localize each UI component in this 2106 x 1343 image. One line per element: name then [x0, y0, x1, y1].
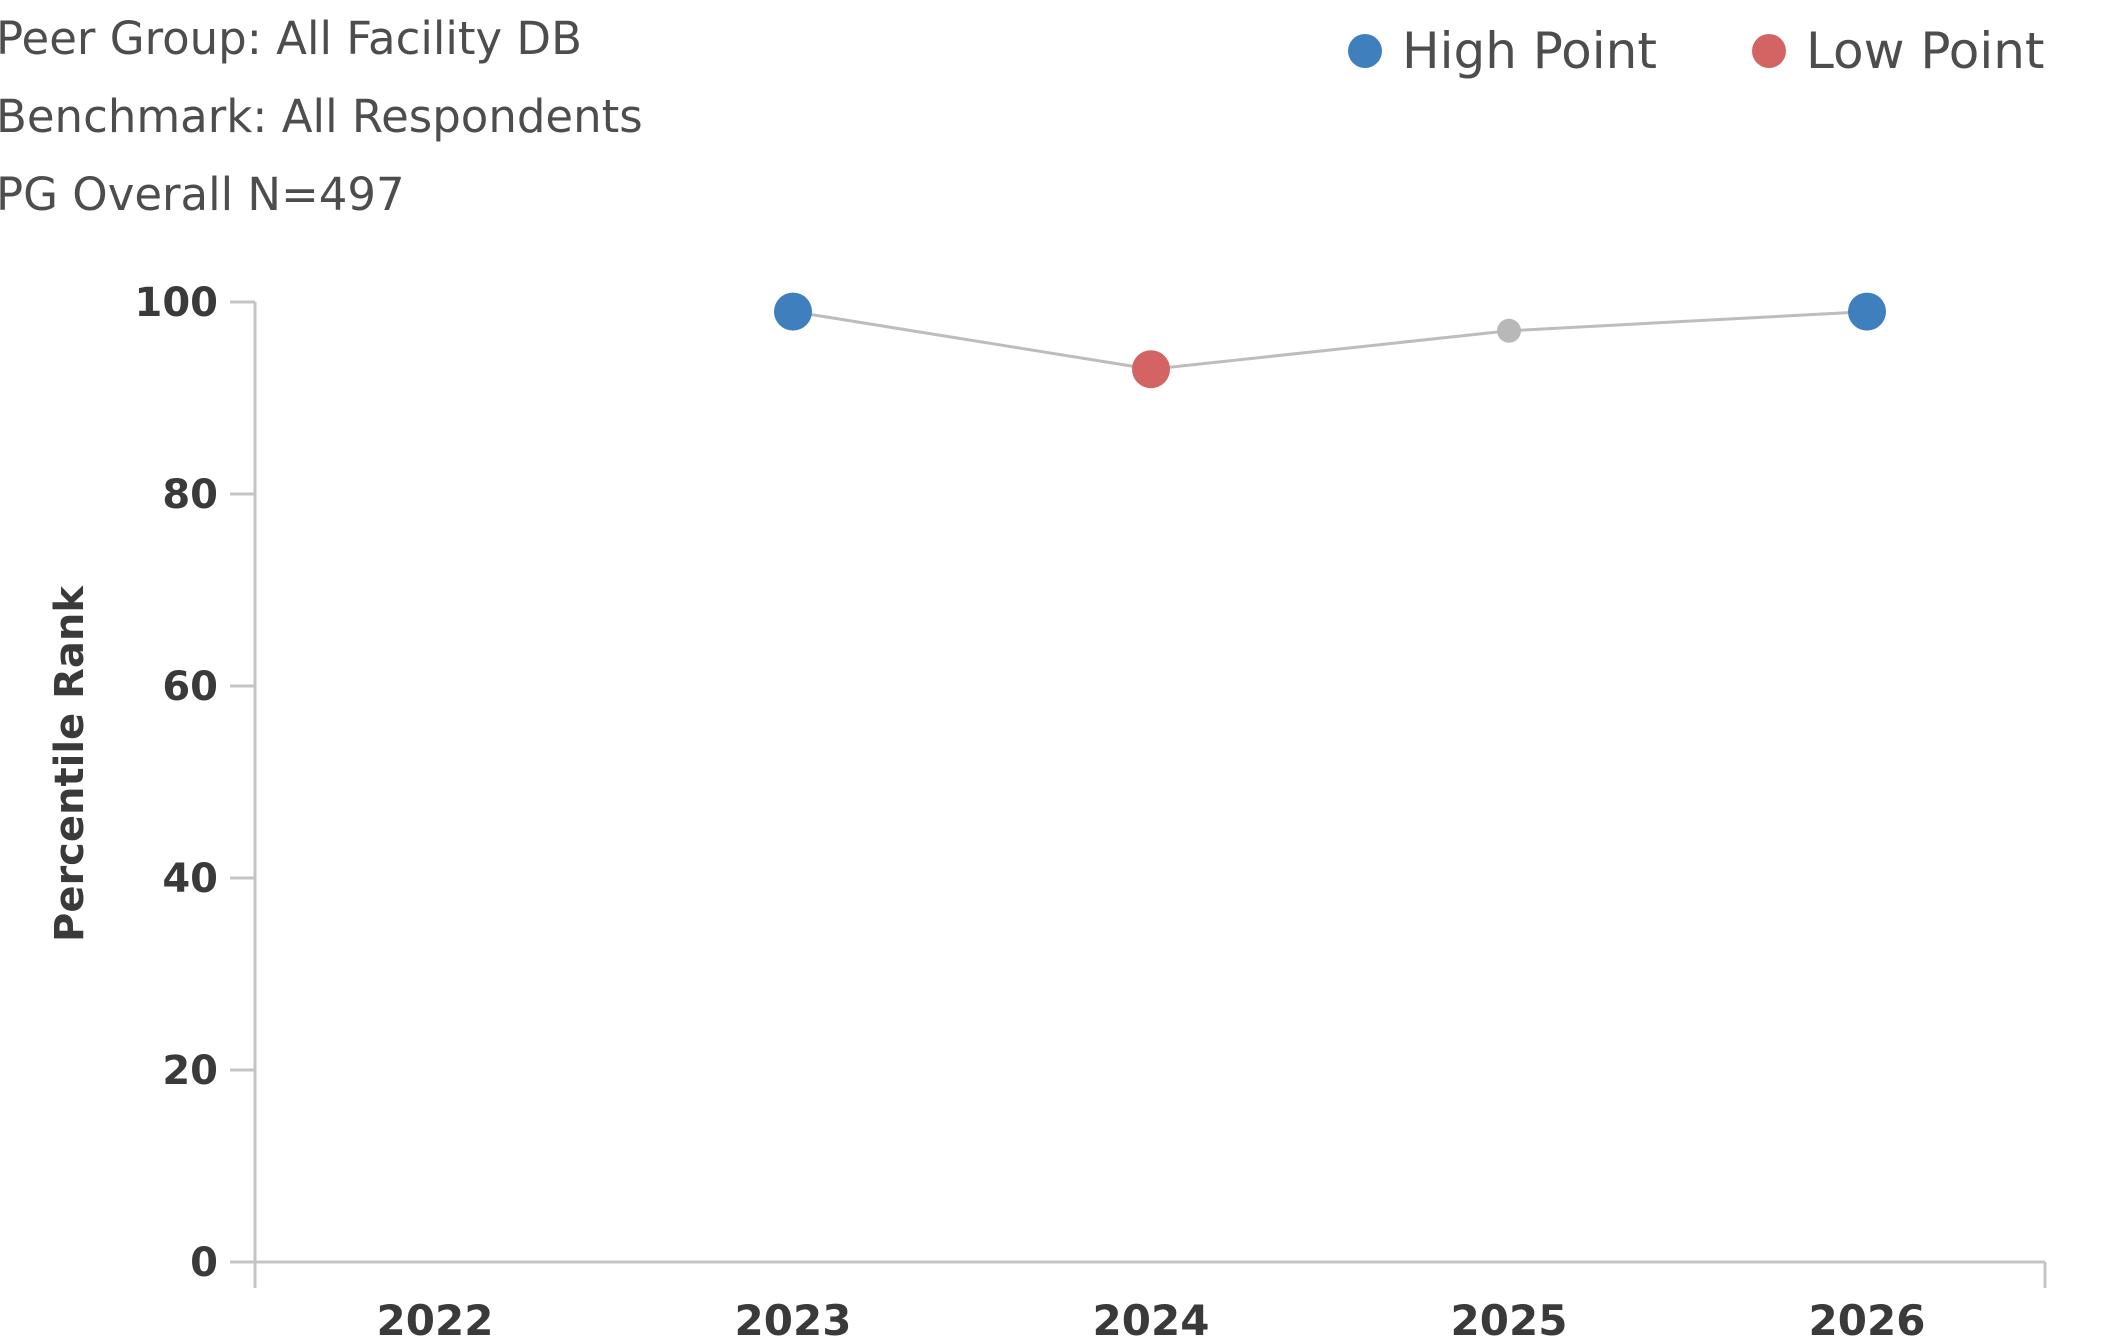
y-axis-ticks: 0 20 40 60 80 100 [135, 280, 255, 1286]
chart-axes [253, 302, 2047, 1288]
pg-overall-text: PG Overall N=497 [0, 168, 405, 221]
x-tick-label-2025: 2025 [1451, 1296, 1568, 1343]
benchmark-text: Benchmark: All Respondents [0, 90, 643, 143]
data-point-2024-low [1132, 350, 1170, 389]
peer-group-text: Peer Group: All Facility DB [0, 12, 582, 65]
legend-item-high-point[interactable]: High Point [1348, 18, 1657, 84]
y-tick-label-20: 20 [162, 1048, 218, 1094]
x-tick-label-2023: 2023 [735, 1296, 852, 1343]
legend-label-low-point: Low Point [1806, 22, 2045, 80]
series-line-0 [792, 310, 1868, 371]
x-axis-ticks: 2022 2023 2024 2025 2026 [377, 1296, 1926, 1343]
data-point-2026-high [1848, 292, 1886, 331]
high-point-marker-icon [1348, 34, 1382, 68]
low-point-marker-icon [1752, 34, 1786, 68]
y-tick-label-100: 100 [135, 280, 219, 326]
legend-label-high-point: High Point [1402, 22, 1657, 80]
x-tick-label-2026: 2026 [1809, 1296, 1926, 1343]
y-tick-label-0: 0 [190, 1240, 218, 1286]
legend-item-low-point[interactable]: Low Point [1752, 18, 2045, 84]
y-tick-label-80: 80 [162, 472, 218, 518]
chart-series [774, 292, 1886, 389]
chart-info: Peer Group: All Facility DB Benchmark: A… [0, 0, 643, 234]
y-tick-label-60: 60 [162, 664, 218, 710]
y-tick-label-40: 40 [162, 856, 218, 902]
y-axis-label: Percentile Rank [47, 585, 93, 942]
data-point-2023-high [774, 292, 812, 331]
x-tick-label-2022: 2022 [377, 1296, 494, 1343]
data-point-2025-normal [1497, 318, 1521, 343]
x-tick-label-2024: 2024 [1093, 1296, 1210, 1343]
